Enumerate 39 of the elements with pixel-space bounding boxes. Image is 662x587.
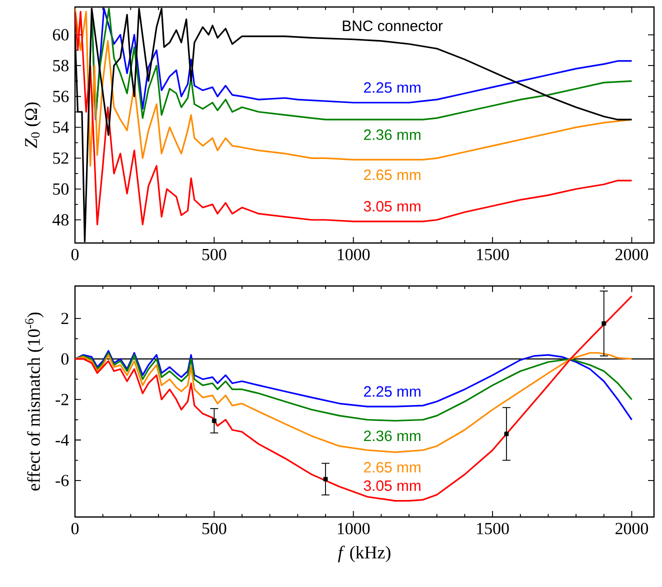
series-label: 3.05 mm: [364, 200, 420, 212]
x-tick-label: 1000: [338, 522, 370, 534]
x-tick-label: 2000: [616, 248, 648, 260]
x-tick-label: 500: [202, 248, 226, 260]
series-label: 2.65 mm: [364, 170, 420, 180]
y-tick-label: 56: [53, 90, 69, 102]
x-axis-title: f (kHz): [338, 546, 390, 562]
point: [212, 418, 216, 423]
series-label: 2.25 mm: [364, 82, 420, 93]
y-tick-label: 52: [53, 152, 68, 164]
x-tick-label: 2000: [616, 522, 648, 534]
line-series: [75, 352, 633, 453]
point: [504, 432, 509, 436]
y-tick-label: -2: [56, 394, 68, 406]
y-tick-label: 50: [53, 183, 69, 195]
x-tick-label: 0: [71, 522, 79, 534]
y-tick-label: 58: [53, 60, 69, 72]
x-tick-label: 1500: [477, 522, 509, 534]
x-tick-label: 1500: [477, 248, 509, 260]
x-tick-label: 1000: [338, 248, 370, 260]
y-tick-label: -4: [56, 434, 69, 446]
y-tick-label: 48: [52, 214, 69, 226]
x-tick-label: 0: [71, 248, 79, 260]
y-tick-label: 60: [52, 29, 69, 40]
series-label: 2.36 mm: [364, 129, 420, 140]
y-tick-label: 54: [53, 122, 69, 133]
point: [323, 476, 328, 482]
y-tick-label: 0: [61, 353, 69, 365]
y-tick-label: -6: [56, 474, 69, 486]
y-tick-label: 2: [61, 312, 68, 324]
series-label: 2.36 mm: [364, 430, 420, 442]
legend-label: BNC connector: [342, 20, 443, 32]
series-label: 3.05 mm: [364, 480, 420, 491]
x-tick-label: 500: [202, 522, 226, 534]
series-label: 2.65 mm: [364, 462, 420, 473]
point: [602, 321, 606, 326]
y-axis-title: effect of mismatch (10$^{-6}$): [25, 312, 44, 491]
series-label: 2.25 mm: [364, 386, 420, 397]
y-axis-title: Z$_{0}$ (Ω): [24, 102, 41, 148]
